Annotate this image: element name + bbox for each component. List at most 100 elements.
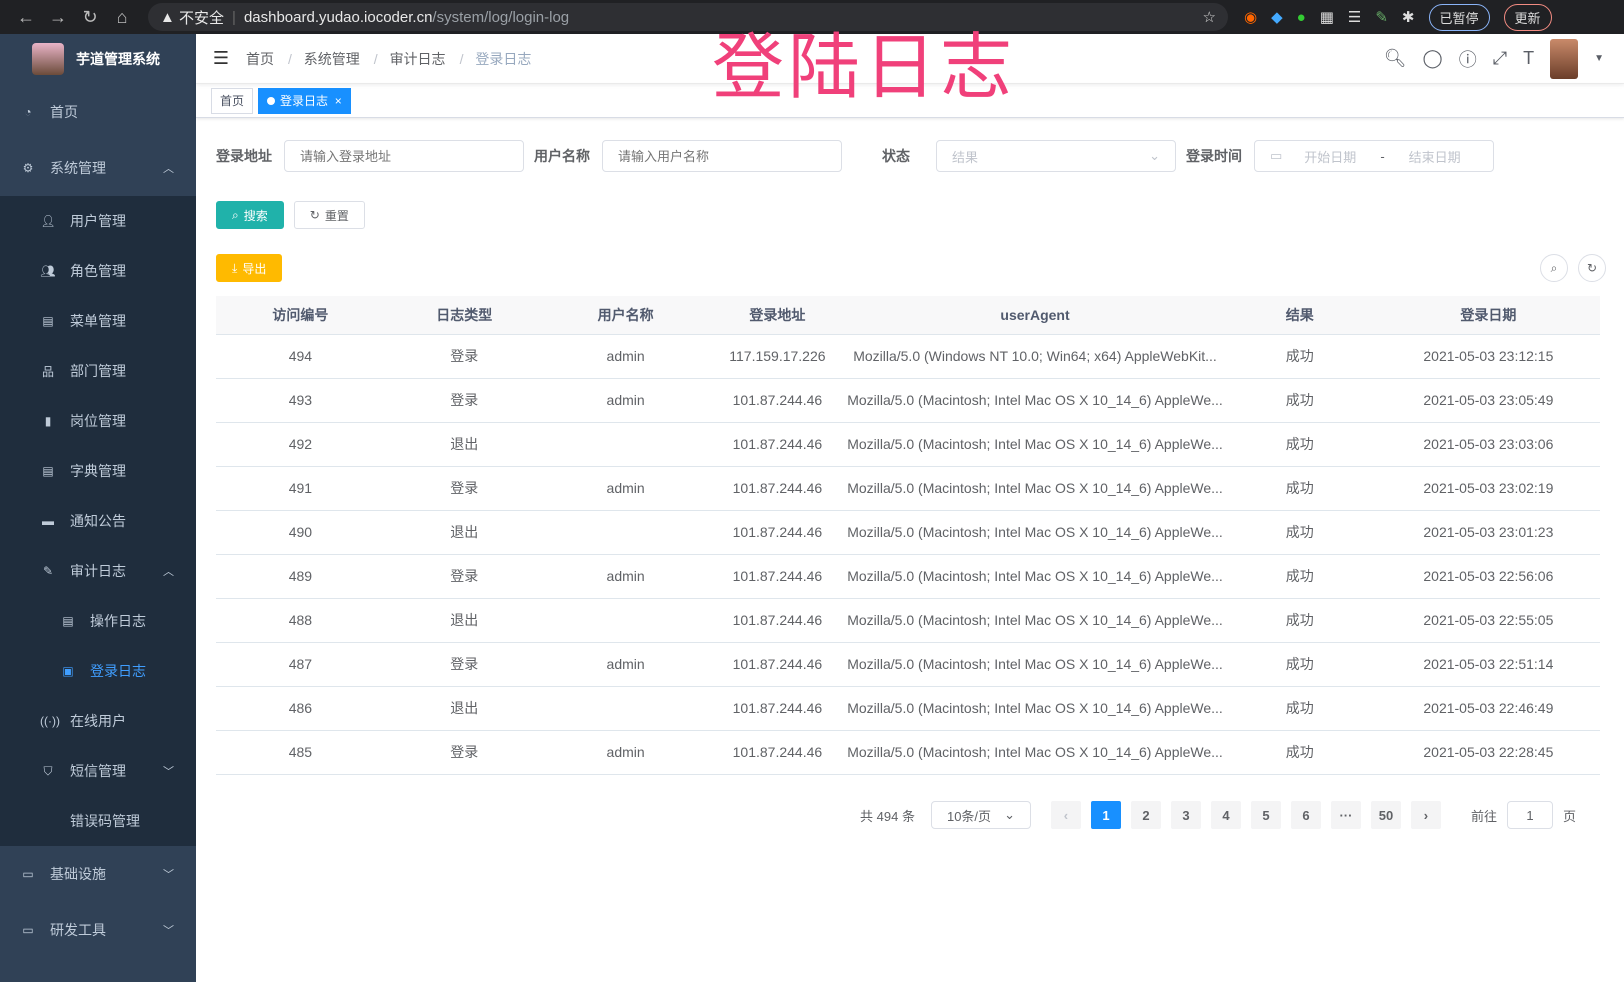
date-range-picker[interactable]: ▭ 开始日期 - 结束日期 — [1254, 140, 1494, 172]
table-cell: 485 — [216, 730, 385, 775]
prev-page-button[interactable]: ‹ — [1050, 801, 1081, 829]
hamburger-icon[interactable]: ☰ — [212, 48, 230, 68]
page-button[interactable]: ··· — [1330, 801, 1361, 829]
extension-icon[interactable]: ☰ — [1347, 9, 1362, 26]
sidebar-item[interactable]: ▭ 基础设施 ﹀ — [0, 846, 196, 902]
column-header: 登录地址 — [707, 296, 848, 335]
sidebar-item[interactable]: ⚙ 系统管理 ︿ — [0, 140, 196, 196]
table-cell — [543, 598, 708, 643]
logo[interactable]: 芋道管理系统 — [0, 34, 196, 84]
forward-icon[interactable]: → — [49, 6, 67, 27]
avatar[interactable] — [1550, 38, 1579, 79]
table-cell: admin — [543, 730, 708, 775]
tag-home[interactable]: 首页 — [211, 87, 254, 114]
page-button[interactable]: 6 — [1290, 801, 1321, 829]
table-cell: 2021-05-03 23:02:19 — [1376, 466, 1600, 511]
sidebar-item[interactable]: 👥︎ 角色管理 — [0, 246, 196, 296]
page-button[interactable]: 3 — [1170, 801, 1201, 829]
extension-icon[interactable]: ● — [1296, 8, 1306, 26]
table-row[interactable]: 494 登录 admin 117.159.17.226 Mozilla/5.0 (Win… — [216, 334, 1600, 379]
question-icon[interactable]: ⓘ — [1458, 49, 1477, 70]
sidebar-item-label: 通知公告 — [70, 513, 126, 529]
end-date[interactable]: 结束日期 — [1408, 149, 1461, 165]
page-button[interactable]: 4 — [1210, 801, 1241, 829]
reset-button[interactable]: ↻ 重置 — [293, 201, 365, 229]
table-row[interactable]: 489 登录 admin 101.87.244.46 Mozilla/5.0 (Maci… — [216, 554, 1600, 599]
extension-icon[interactable]: ◉ — [1244, 9, 1258, 26]
sidebar-item[interactable]: ▣ 登录日志 — [0, 646, 196, 696]
status-select[interactable]: 结果 ⌄ — [936, 140, 1176, 172]
github-icon[interactable]: ◯ — [1422, 48, 1443, 68]
puzzle-icon[interactable]: ✱ — [1401, 9, 1415, 26]
table-cell: 2021-05-03 23:03:06 — [1376, 422, 1600, 467]
search-button[interactable]: ⌕ 搜索 — [216, 201, 284, 229]
sidebar-item[interactable]: ▤ 菜单管理 — [0, 296, 196, 346]
goto-page-input[interactable] — [1506, 801, 1553, 829]
sidebar-item[interactable]: ⛉ 短信管理 ﹀ — [0, 746, 196, 796]
export-button[interactable]: ⤓ 导出 — [216, 254, 283, 282]
sidebar-item[interactable]: 错误码管理 — [0, 796, 196, 846]
sidebar-item[interactable]: ▮ 岗位管理 — [0, 396, 196, 446]
sidebar-item[interactable]: ((·)) 在线用户 — [0, 696, 196, 746]
column-header: userAgent — [847, 296, 1223, 335]
table-row[interactable]: 492 退出 101.87.244.46 Mozilla/5.0 (Macintosh… — [216, 422, 1600, 467]
table-cell: 487 — [216, 642, 385, 687]
table-cell: Mozilla/5.0 (Macintosh; Intel Mac OS X 1… — [847, 686, 1223, 731]
toggle-search-button[interactable]: ⌕ — [1540, 254, 1568, 282]
sidebar-item[interactable]: ▬ 通知公告 — [0, 496, 196, 546]
sidebar-item[interactable]: ✎ 审计日志 ︿ — [0, 546, 196, 596]
table-cell: 492 — [216, 422, 385, 467]
table-cell: admin — [543, 334, 708, 379]
sidebar-item-label: 研发工具 — [50, 922, 106, 938]
table-cell: Mozilla/5.0 (Macintosh; Intel Mac OS X 1… — [847, 730, 1223, 775]
username-input[interactable] — [602, 140, 842, 172]
table-row[interactable]: 493 登录 admin 101.87.244.46 Mozilla/5.0 (Maci… — [216, 378, 1600, 423]
close-icon[interactable]: × — [334, 93, 342, 108]
back-icon[interactable]: ← — [17, 6, 35, 27]
profile-button[interactable]: 已暂停 — [1428, 3, 1490, 31]
login-address-input[interactable] — [284, 140, 524, 172]
caret-down-icon[interactable]: ▼ — [1594, 53, 1604, 64]
sidebar-item[interactable]: 品 部门管理 — [0, 346, 196, 396]
tag-login-log[interactable]: 登录日志 × — [258, 87, 351, 114]
page-button[interactable]: 5 — [1250, 801, 1281, 829]
table-row[interactable]: 490 退出 101.87.244.46 Mozilla/5.0 (Macintosh… — [216, 510, 1600, 555]
extension-icon[interactable]: ▦ — [1319, 9, 1334, 26]
page-button[interactable]: 2 — [1130, 801, 1161, 829]
table-row[interactable]: 486 退出 101.87.244.46 Mozilla/5.0 (Macintosh… — [216, 686, 1600, 731]
dict-icon: ▤ — [42, 464, 54, 478]
table-cell: 101.87.244.46 — [707, 642, 848, 687]
home-icon[interactable]: ⌂ — [116, 6, 128, 27]
table-row[interactable]: 491 登录 admin 101.87.244.46 Mozilla/5.0 (Maci… — [216, 466, 1600, 511]
sidebar-item[interactable]: ▤ 字典管理 — [0, 446, 196, 496]
table-cell: 成功 — [1222, 510, 1377, 555]
bookmark-star-icon[interactable]: ☆ — [1202, 9, 1216, 26]
sidebar-item[interactable]: 👤︎ 用户管理 — [0, 196, 196, 246]
start-date[interactable]: 开始日期 — [1304, 149, 1357, 165]
font-size-icon[interactable]: T — [1523, 48, 1535, 68]
table-row[interactable]: 487 登录 admin 101.87.244.46 Mozilla/5.0 (Maci… — [216, 642, 1600, 687]
reload-icon[interactable]: ↻ — [82, 6, 98, 27]
extension-icon[interactable]: ✎ — [1375, 9, 1388, 26]
sidebar-item[interactable]: ◔ 首页 — [0, 84, 196, 140]
table-cell: 490 — [216, 510, 385, 555]
addr-label: 登录地址 — [216, 148, 272, 164]
fullscreen-icon[interactable]: ⤢ — [1492, 48, 1508, 68]
table-cell: 成功 — [1222, 334, 1377, 379]
sidebar-item[interactable]: ▤ 操作日志 — [0, 596, 196, 646]
breadcrumb-item[interactable]: 首页 — [246, 50, 274, 67]
table-row[interactable]: 488 退出 101.87.244.46 Mozilla/5.0 (Macintosh… — [216, 598, 1600, 643]
table-cell: 登录 — [384, 334, 544, 379]
next-page-button[interactable]: › — [1410, 801, 1441, 829]
refresh-button[interactable]: ↻ — [1578, 254, 1606, 282]
table-cell: 登录 — [384, 466, 544, 511]
page-button[interactable]: 1 — [1090, 801, 1121, 829]
page-button[interactable]: 50 — [1370, 801, 1401, 829]
sidebar-item[interactable]: ▭ 研发工具 ﹀ — [0, 902, 196, 958]
update-button[interactable]: 更新 — [1503, 3, 1552, 31]
extension-icon[interactable]: ◆ — [1271, 9, 1283, 26]
search-icon[interactable]: 🔍︎ — [1383, 48, 1407, 68]
address-bar[interactable]: ▲ 不安全 | dashboard.yudao.iocoder.cn/system… — [148, 3, 1228, 31]
page-size-select[interactable]: 10条/页 ⌄ — [930, 801, 1031, 829]
table-row[interactable]: 485 登录 admin 101.87.244.46 Mozilla/5.0 (Maci… — [216, 730, 1600, 775]
